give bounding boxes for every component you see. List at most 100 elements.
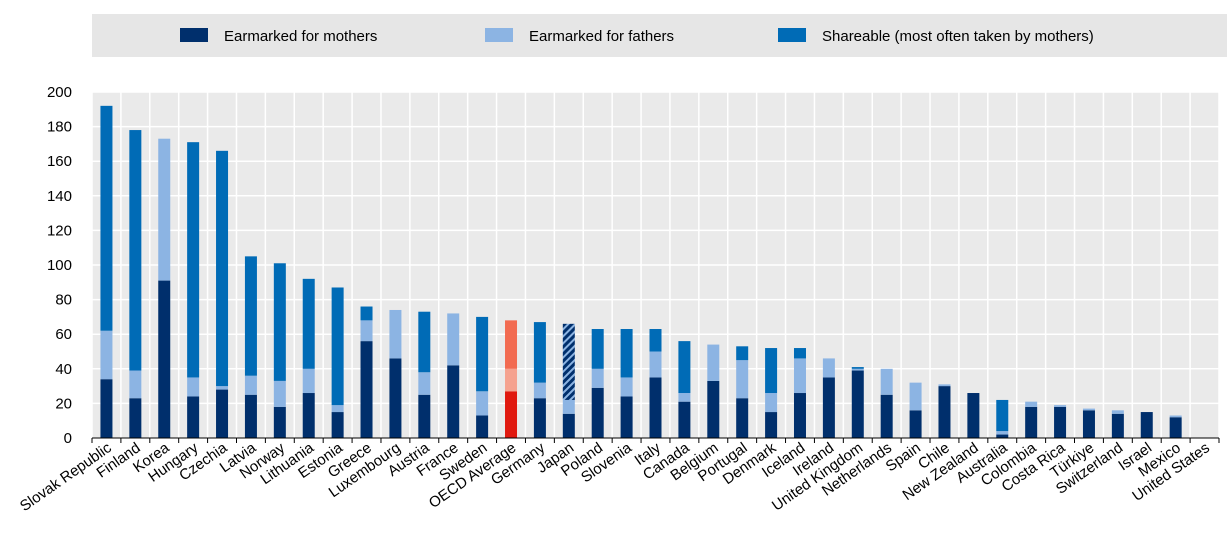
bar-hungary-1 — [187, 396, 200, 438]
bar-czechia-1 — [216, 389, 229, 438]
bar-netherlands-2 — [880, 368, 893, 395]
bar-greece-3 — [360, 306, 373, 321]
bars — [100, 105, 1182, 438]
bar-hungary-3 — [187, 142, 200, 378]
y-tick-label: 80 — [55, 292, 72, 309]
bar-czechia-3 — [216, 150, 229, 387]
bar-japan-3 — [562, 323, 575, 400]
bar-austria-2 — [418, 372, 431, 395]
bar-norway-2 — [273, 380, 286, 407]
bar-netherlands-1 — [880, 394, 893, 438]
y-tick-label: 160 — [47, 153, 72, 170]
bar-france-1 — [447, 365, 460, 438]
legend: Earmarked for mothers Earmarked for fathe… — [180, 28, 1094, 45]
bar-greece-2 — [360, 320, 373, 342]
bar-portugal-2 — [736, 360, 749, 399]
bar-greece-1 — [360, 341, 373, 438]
bar-sweden-1 — [476, 415, 489, 438]
bar-switzerland-1 — [1111, 413, 1124, 438]
legend-background — [92, 14, 1227, 57]
bar-iceland-1 — [793, 393, 806, 438]
legend-swatch-2 — [485, 28, 513, 42]
x-tick-marks — [91, 438, 1220, 443]
bar-australia-1 — [996, 434, 1009, 438]
legend-label-3: Shareable (most often taken by mothers) — [822, 28, 1094, 45]
bar-oecd-average-2 — [505, 368, 518, 392]
bar-denmark-1 — [765, 412, 778, 438]
bar-italy-3 — [649, 329, 662, 352]
bar-austria-3 — [418, 311, 431, 373]
bar-luxembourg-2 — [389, 309, 402, 359]
bar-italy-2 — [649, 351, 662, 378]
bar-finland-3 — [129, 130, 142, 371]
bar-ireland-1 — [822, 377, 835, 438]
bar-colombia-2 — [1025, 401, 1038, 407]
bar-japan-2 — [562, 399, 575, 414]
bar-slovak-republic-2 — [100, 330, 113, 380]
y-axis: 0 20 40 60 80 100 120 140 160 180 200 — [47, 84, 72, 447]
bar-australia-3 — [996, 399, 1009, 432]
bar-slovak-republic-3 — [100, 105, 113, 331]
bar-hungary-2 — [187, 377, 200, 397]
bar-poland-1 — [591, 387, 604, 438]
legend-label-2: Earmarked for fathers — [529, 28, 674, 45]
bar-chile-1 — [938, 386, 951, 438]
bar-canada-3 — [678, 341, 691, 394]
bar-ireland-2 — [822, 358, 835, 378]
bar-spain-1 — [909, 410, 922, 438]
y-tick-label: 180 — [47, 119, 72, 136]
bar-finland-1 — [129, 398, 142, 438]
bar-belgium-1 — [707, 380, 720, 438]
bar-australia-2 — [996, 431, 1009, 435]
bar-korea-2 — [158, 138, 171, 281]
bar-portugal-1 — [736, 398, 749, 438]
bar-costa-rica-1 — [1054, 406, 1067, 438]
bar-slovenia-2 — [620, 377, 633, 397]
bar-portugal-3 — [736, 346, 749, 361]
bar-finland-2 — [129, 370, 142, 399]
bar-denmark-3 — [765, 348, 778, 394]
bar-estonia-1 — [331, 412, 344, 438]
bar-italy-1 — [649, 377, 662, 438]
y-tick-label: 60 — [55, 326, 72, 343]
bar-chile-2 — [938, 384, 951, 387]
bar-oecd-average-1 — [505, 391, 518, 438]
bar-latvia-1 — [244, 394, 257, 438]
y-tick-label: 0 — [64, 430, 72, 447]
bar-luxembourg-1 — [389, 358, 402, 438]
y-tick-label: 120 — [47, 222, 72, 239]
bar-austria-1 — [418, 394, 431, 438]
bar-czechia-2 — [216, 386, 229, 390]
bar-japan-1 — [562, 413, 575, 438]
bar-latvia-2 — [244, 375, 257, 395]
bar-iceland-3 — [793, 348, 806, 359]
bar-t-rkiye-2 — [1082, 408, 1095, 411]
y-tick-label: 140 — [47, 188, 72, 205]
bar-germany-3 — [533, 322, 546, 383]
bar-switzerland-2 — [1111, 410, 1124, 414]
bar-poland-3 — [591, 329, 604, 369]
bar-united-kingdom-3 — [851, 367, 864, 369]
bar-germany-1 — [533, 398, 546, 438]
bar-iceland-2 — [793, 358, 806, 394]
bar-germany-2 — [533, 382, 546, 399]
bar-mexico-1 — [1169, 417, 1182, 438]
legend-label-1: Earmarked for mothers — [224, 28, 377, 45]
bar-latvia-3 — [244, 256, 257, 376]
bar-new-zealand-1 — [967, 393, 980, 438]
bar-lithuania-1 — [302, 393, 315, 438]
x-axis: Slovak RepublicFinlandKoreaHungaryCzechi… — [17, 439, 1213, 515]
bar-lithuania-2 — [302, 368, 315, 394]
bar-norway-1 — [273, 406, 286, 438]
bar-canada-2 — [678, 393, 691, 402]
bar-estonia-2 — [331, 405, 344, 413]
bar-canada-1 — [678, 401, 691, 438]
bar-spain-2 — [909, 382, 922, 411]
bar-oecd-average-3 — [505, 320, 518, 369]
y-tick-label: 200 — [47, 84, 72, 101]
bar-lithuania-3 — [302, 278, 315, 369]
bar-israel-1 — [1140, 412, 1153, 438]
bar-norway-3 — [273, 263, 286, 381]
bar-slovenia-3 — [620, 329, 633, 378]
